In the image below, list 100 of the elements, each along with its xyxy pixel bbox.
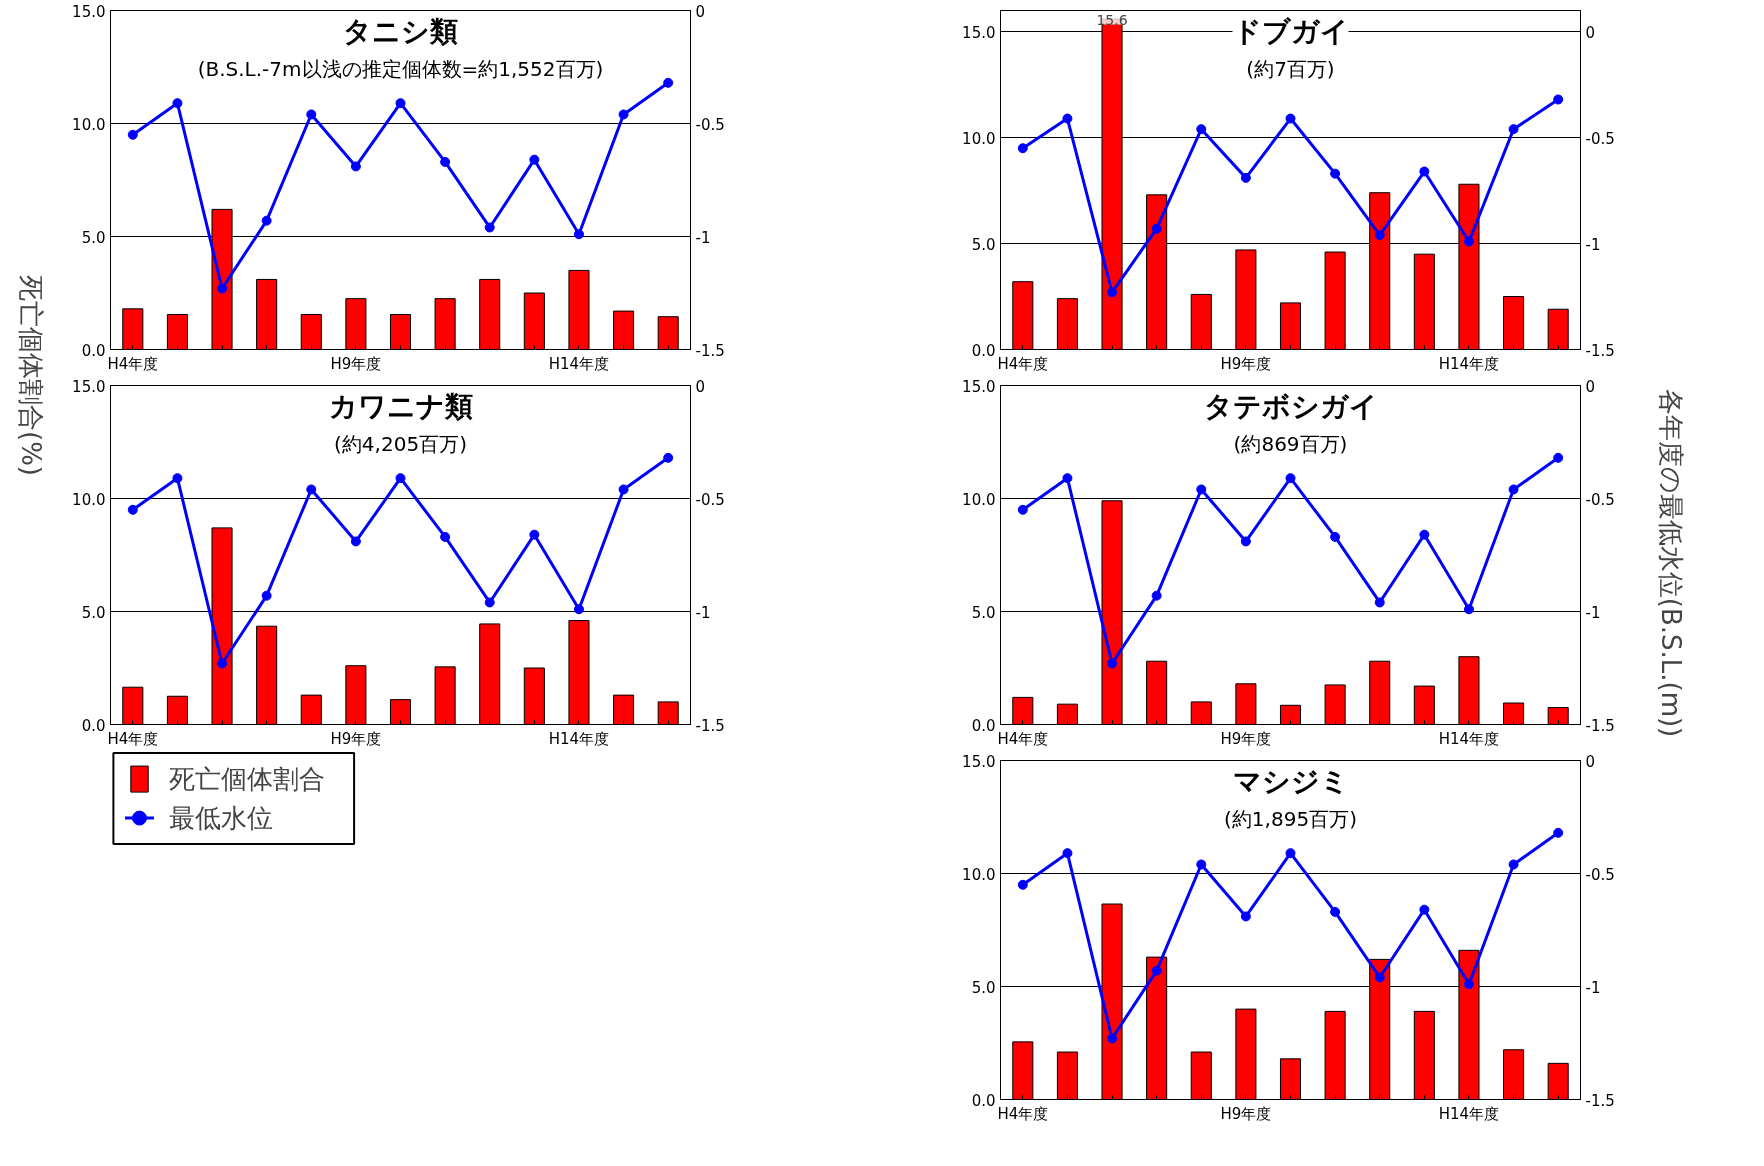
y2-tick-label: 0 <box>1585 752 1596 771</box>
x-tick-label: H14年度 <box>1438 1104 1500 1123</box>
chart-title: タテボシガイ <box>1203 389 1378 423</box>
x-tick-label: H14年度 <box>1438 729 1500 748</box>
point <box>618 484 629 495</box>
y2-tick-label: -1 <box>1585 235 1601 254</box>
point <box>1151 590 1162 601</box>
point <box>440 531 451 542</box>
point <box>1374 230 1385 241</box>
point <box>1508 124 1519 135</box>
point <box>395 473 406 484</box>
y2-tick-label: -1 <box>1585 603 1601 622</box>
point <box>217 658 228 669</box>
x-tick-label: H14年度 <box>548 354 610 373</box>
point <box>484 597 495 608</box>
point <box>261 590 272 601</box>
point <box>1017 504 1028 515</box>
y2-tick-label: 0 <box>1585 377 1596 396</box>
point <box>1196 124 1207 135</box>
point <box>1062 848 1073 859</box>
y-tick-label: 0.0 <box>81 341 106 360</box>
text: (B.S.L.-7m以浅の推定個体数=約1,552百万) <box>197 56 604 81</box>
y-tick-label: 5.0 <box>971 978 996 997</box>
point <box>1374 972 1385 983</box>
point <box>395 98 406 109</box>
chart-title: タニシ類 <box>343 14 458 48</box>
point <box>1553 94 1564 105</box>
point <box>350 536 361 547</box>
point <box>1196 859 1207 870</box>
point <box>529 529 540 540</box>
x-tick-label: H9年度 <box>1220 354 1272 373</box>
point <box>306 484 317 495</box>
point <box>1463 979 1474 990</box>
y2-tick-label: -1.5 <box>695 341 725 360</box>
y-axis-title: 死亡個体割合(%) <box>15 275 46 476</box>
y-tick-label: 15.0 <box>72 377 106 396</box>
point <box>573 604 584 615</box>
y-tick-label: 0.0 <box>971 341 996 360</box>
y-tick-label: 10.0 <box>962 490 996 509</box>
y2-tick-label: -1.5 <box>695 716 725 735</box>
chart-title: カワニナ類 <box>328 389 473 423</box>
point <box>1240 911 1251 922</box>
y-tick-label: 0.0 <box>971 1091 996 1110</box>
y2-axis-title: 各年度の最低水位(B.S.L.(m)) <box>1655 388 1686 738</box>
y-tick-label: 10.0 <box>72 115 106 134</box>
point <box>484 222 495 233</box>
y2-tick-label: -0.5 <box>695 490 725 509</box>
y-tick-label: 10.0 <box>72 490 106 509</box>
y2-tick-label: -0.5 <box>1585 129 1615 148</box>
point <box>440 156 451 167</box>
data-label: 15.6 <box>1096 11 1128 28</box>
point <box>1330 168 1341 179</box>
point <box>1463 604 1474 615</box>
y2-tick-label: 0 <box>1585 23 1596 42</box>
text: (約4,205百万) <box>334 431 467 456</box>
y-tick-label: 5.0 <box>81 228 106 247</box>
text: (約7百万) <box>1246 56 1335 81</box>
chart-title: ドブガイ <box>1232 14 1349 48</box>
point <box>663 77 674 88</box>
point <box>1419 529 1430 540</box>
text: (約869百万) <box>1233 431 1348 456</box>
point <box>1463 236 1474 247</box>
y2-tick-label: -0.5 <box>1585 490 1615 509</box>
y-tick-label: 0.0 <box>971 716 996 735</box>
point <box>350 161 361 172</box>
y2-tick-label: -1 <box>1585 978 1601 997</box>
x-tick-label: H4年度 <box>107 354 159 373</box>
point <box>306 109 317 120</box>
point <box>618 109 629 120</box>
x-tick-label: H9年度 <box>1220 729 1272 748</box>
point <box>1330 906 1341 917</box>
point <box>172 98 183 109</box>
point <box>1017 143 1028 154</box>
y-tick-label: 15.0 <box>962 23 996 42</box>
x-tick-label: H4年度 <box>107 729 159 748</box>
y2-tick-label: -1 <box>695 603 711 622</box>
y-tick-label: 10.0 <box>962 865 996 884</box>
point <box>573 229 584 240</box>
point <box>1107 287 1118 298</box>
x-tick-label: H14年度 <box>548 729 610 748</box>
x-tick-label: H4年度 <box>997 354 1049 373</box>
point <box>1419 904 1430 915</box>
point <box>1508 484 1519 495</box>
point <box>172 473 183 484</box>
point <box>1553 827 1564 838</box>
point <box>1240 536 1251 547</box>
y2-tick-label: 0 <box>695 377 706 396</box>
y2-tick-label: 0 <box>695 2 706 21</box>
legend-label: 最低水位 <box>168 803 273 834</box>
y2-tick-label: -1.5 <box>1585 341 1615 360</box>
point <box>1419 166 1430 177</box>
point <box>1508 859 1519 870</box>
point <box>1196 484 1207 495</box>
y-tick-label: 0.0 <box>81 716 106 735</box>
point <box>1151 223 1162 234</box>
point <box>1017 879 1028 890</box>
y-tick-label: 15.0 <box>962 752 996 771</box>
x-tick-label: H4年度 <box>997 1104 1049 1123</box>
point <box>1151 965 1162 976</box>
text: (約1,895百万) <box>1224 806 1357 831</box>
